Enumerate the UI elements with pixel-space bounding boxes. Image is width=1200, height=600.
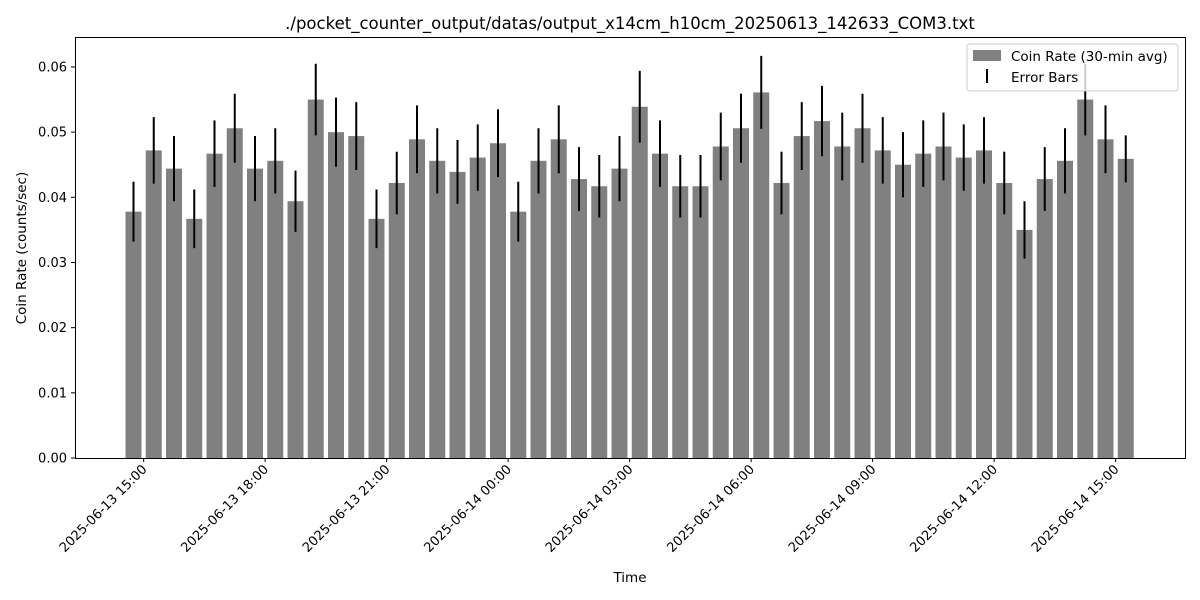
bar (631, 106, 648, 458)
bar (712, 146, 729, 459)
bar (935, 146, 952, 459)
bar (652, 153, 668, 458)
bar (874, 150, 891, 458)
bar (145, 150, 162, 458)
bar (368, 218, 385, 458)
y-axis-label: Coin Rate (counts/sec) (14, 172, 30, 325)
legend-label-bars: Coin Rate (30-min avg) (1011, 49, 1168, 65)
bar (348, 136, 365, 458)
bar (510, 211, 527, 458)
bar (733, 128, 749, 459)
bar (1016, 229, 1033, 458)
bar (287, 201, 304, 459)
bar (976, 150, 992, 458)
y-tick-label: 0.00 (38, 452, 67, 467)
y-tick-label: 0.06 (38, 60, 67, 75)
bar (206, 153, 223, 458)
bar (550, 139, 567, 458)
bar (1057, 160, 1073, 458)
bar (996, 182, 1013, 459)
plot-frame (75, 37, 1186, 459)
bar (186, 218, 203, 458)
bar (1097, 139, 1114, 458)
bar (591, 186, 608, 459)
x-axis-label: Time (612, 570, 646, 586)
y-tick-label: 0.04 (38, 191, 67, 206)
bar (1077, 99, 1094, 458)
bar (672, 186, 689, 459)
bar (429, 160, 446, 458)
error-bars-layer (132, 55, 1127, 259)
bar (530, 160, 547, 458)
legend-box (966, 43, 1179, 92)
bar (895, 164, 911, 459)
bar (793, 136, 810, 458)
bar (328, 132, 344, 458)
bar (490, 143, 506, 459)
bar (125, 211, 142, 458)
bar (1117, 158, 1134, 458)
bar (307, 99, 324, 458)
bar (915, 153, 932, 458)
y-tick-label: 0.02 (38, 321, 67, 336)
bar (409, 139, 425, 458)
bar (1036, 179, 1053, 458)
bar (449, 171, 466, 458)
bar (753, 92, 770, 458)
bar (834, 146, 851, 459)
bar (571, 179, 587, 458)
y-tick-label: 0.05 (38, 126, 67, 141)
bar (611, 168, 628, 458)
bar (226, 128, 243, 459)
bar (247, 168, 263, 458)
bars-layer (125, 92, 1134, 459)
bar (469, 157, 486, 458)
legend-swatch-bar (973, 50, 1001, 61)
bar (955, 157, 972, 458)
y-tick-label: 0.01 (38, 386, 67, 401)
bar (814, 121, 830, 458)
legend: Coin Rate (30-min avg) Error Bars (966, 43, 1179, 92)
chart-title: ./pocket_counter_output/datas/output_x14… (285, 14, 975, 34)
bar (166, 168, 182, 458)
bar (267, 160, 284, 458)
y-tick-label: 0.03 (38, 256, 67, 271)
bar (388, 182, 405, 459)
y-axis: 0.00 0.01 0.02 0.03 0.04 0.05 0.06 (38, 60, 75, 467)
bar (773, 182, 790, 459)
bar (692, 186, 709, 459)
legend-label-errors: Error Bars (1011, 70, 1078, 86)
bar (854, 128, 871, 459)
